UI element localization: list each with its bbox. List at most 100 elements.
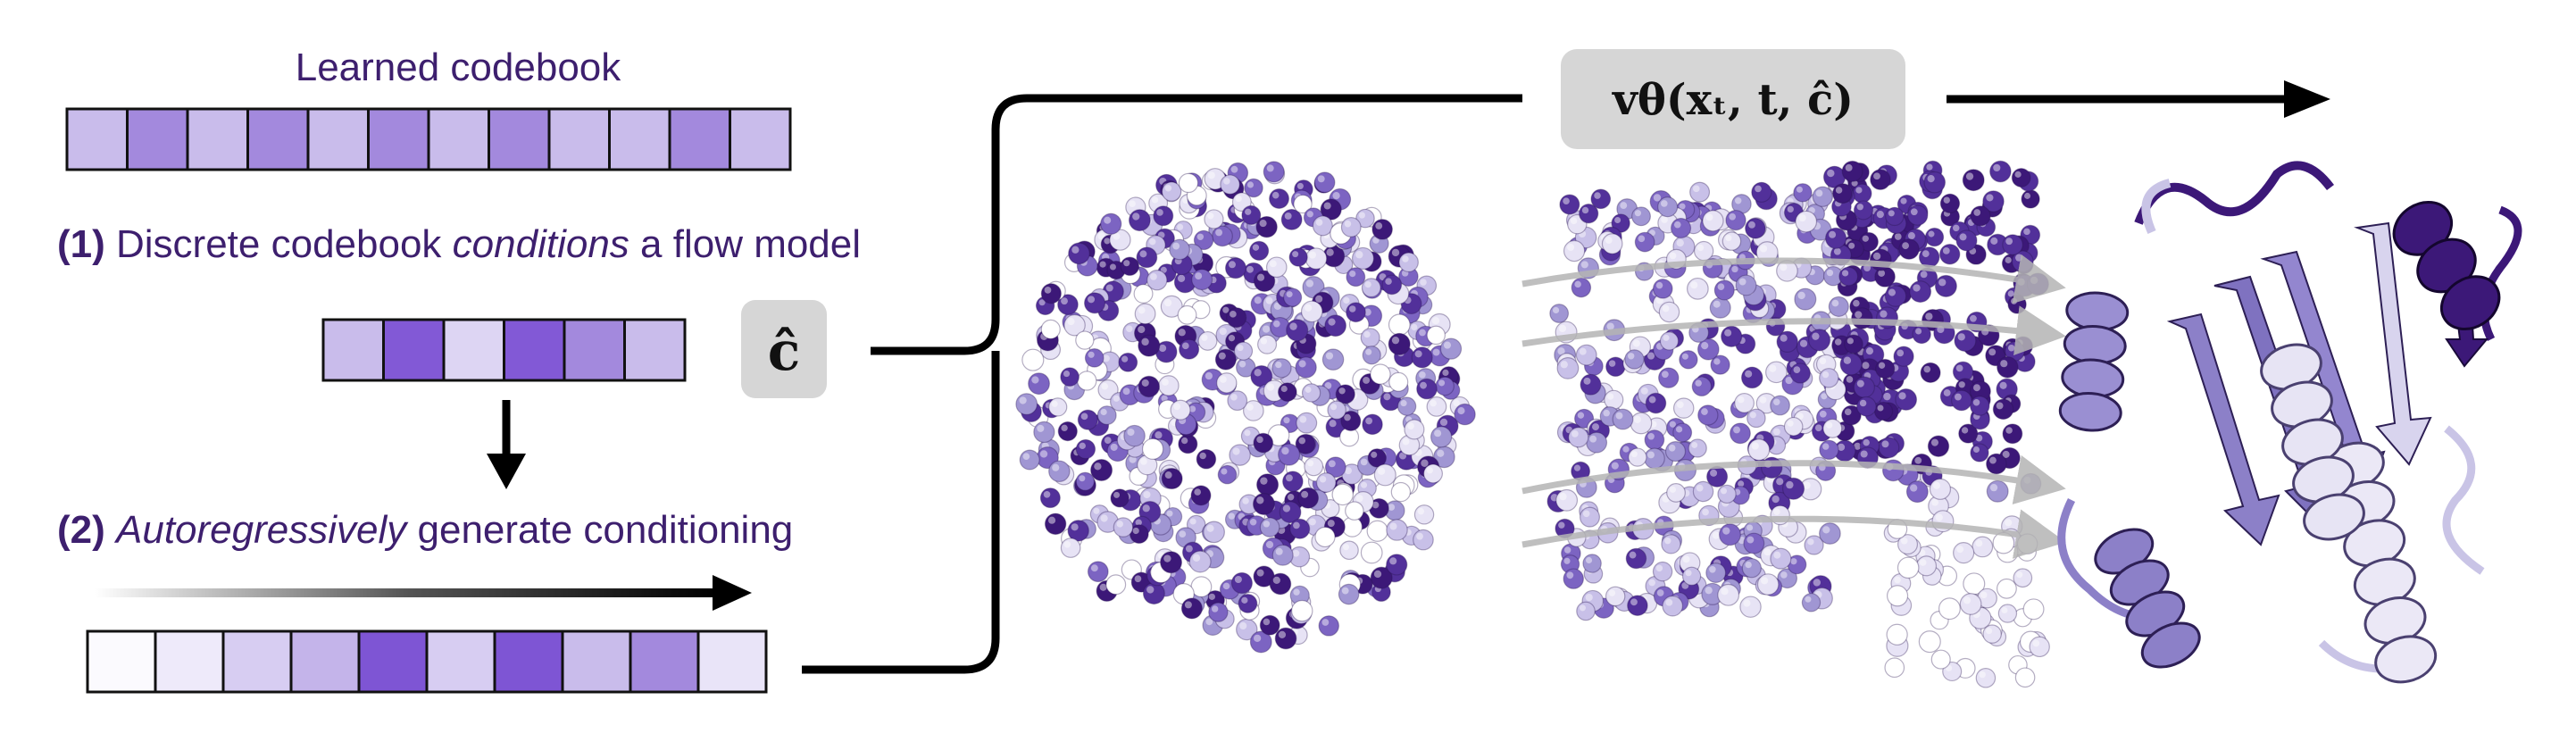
point-highlight: [1583, 377, 1591, 385]
point-highlight: [1856, 379, 1864, 388]
point-icon: [1828, 296, 1849, 317]
codebook-cell: [547, 107, 611, 171]
point-highlight: [1438, 379, 1446, 387]
point-icon: [1259, 614, 1280, 636]
point-icon: [1190, 485, 1212, 506]
point-icon: [1688, 438, 1707, 458]
point-highlight: [1211, 605, 1219, 612]
point-highlight: [1890, 588, 1898, 596]
point-highlight: [2011, 658, 2018, 665]
codebook-cell: [186, 107, 249, 171]
point-highlight: [1407, 422, 1414, 429]
point-highlight: [1664, 538, 1671, 545]
point-highlight: [1363, 308, 1371, 316]
point-highlight: [1662, 304, 1670, 312]
point-highlight: [1080, 412, 1088, 421]
point-icon: [1745, 217, 1766, 239]
point-icon: [1340, 217, 1362, 238]
point-highlight: [1253, 634, 1262, 642]
point-highlight: [1327, 520, 1335, 528]
point-highlight: [1769, 364, 1777, 372]
point-icon: [1220, 174, 1240, 195]
point-icon: [1274, 627, 1297, 650]
point-highlight: [1945, 664, 1953, 671]
point-highlight: [1713, 358, 1721, 365]
point-icon: [1057, 421, 1078, 442]
point-highlight: [1254, 296, 1262, 304]
point-icon: [1371, 219, 1393, 240]
point-highlight: [1047, 516, 1056, 524]
point-icon: [1305, 247, 1328, 270]
point-highlight: [1324, 381, 1332, 389]
point-highlight: [1888, 661, 1895, 668]
point-highlight: [1872, 252, 1881, 261]
point-icon: [1549, 304, 1570, 323]
point-icon: [1256, 473, 1280, 496]
point-highlight: [1383, 393, 1391, 401]
codebook-cell: [561, 629, 632, 694]
point-highlight: [1265, 296, 1273, 304]
point-highlight: [1966, 576, 1974, 584]
point-icon: [1878, 437, 1900, 459]
point-highlight: [1560, 361, 1568, 369]
point-highlight: [1996, 402, 2004, 410]
point-icon: [1839, 353, 1863, 376]
point-icon: [1288, 247, 1308, 267]
codebook-cell: [563, 318, 626, 382]
point-highlight: [1894, 233, 1902, 240]
point-icon: [1812, 186, 1833, 207]
point-icon: [1381, 274, 1403, 296]
point-highlight: [2005, 256, 2012, 263]
point-icon: [1605, 356, 1626, 378]
point-highlight: [1573, 464, 1581, 471]
point-highlight: [1798, 213, 1806, 222]
point-highlight: [1163, 554, 1171, 562]
point-highlight: [1745, 370, 1753, 378]
point-highlight: [1099, 583, 1107, 591]
point-icon: [1713, 279, 1735, 301]
point-highlight: [1194, 579, 1202, 588]
point-icon: [2029, 636, 2050, 658]
point-icon: [1630, 412, 1653, 435]
point-highlight: [1173, 403, 1181, 411]
point-highlight: [1822, 371, 1830, 379]
helix-turn: [2058, 392, 2122, 432]
point-highlight: [1883, 392, 1891, 401]
point-highlight: [1668, 444, 1676, 452]
point-icon: [1580, 373, 1602, 396]
codebook-cell: [608, 107, 671, 171]
point-highlight: [1179, 530, 1187, 538]
point-icon: [1855, 396, 1877, 417]
point-icon: [1819, 522, 1841, 545]
point-icon: [1203, 521, 1225, 544]
step1-text-emph: conditions: [453, 222, 629, 266]
point-icon: [1133, 284, 1154, 304]
point-highlight: [1194, 303, 1201, 310]
point-icon: [1590, 188, 1612, 210]
point-icon: [1705, 562, 1727, 584]
point-icon: [2014, 667, 2036, 688]
point-icon: [1975, 668, 1997, 688]
point-icon: [1693, 240, 1714, 262]
point-highlight: [1761, 577, 1769, 585]
codebook-cell: [427, 107, 490, 171]
point-highlight: [1585, 593, 1593, 602]
point-highlight: [1402, 438, 1410, 446]
point-icon: [1244, 178, 1263, 198]
point-highlight: [1426, 467, 1433, 474]
point-highlight: [1142, 504, 1150, 512]
point-icon: [1060, 538, 1081, 558]
point-highlight: [1105, 284, 1113, 292]
point-icon: [1664, 441, 1687, 462]
point-highlight: [1411, 323, 1418, 331]
point-highlight: [1805, 596, 1812, 603]
point-icon: [2007, 295, 2027, 314]
point-highlight: [1110, 443, 1118, 451]
point-highlight: [1230, 311, 1237, 318]
point-highlight: [1282, 504, 1291, 512]
point-icon: [1718, 523, 1741, 546]
point-highlight: [1878, 270, 1886, 277]
point-highlight: [1900, 537, 1908, 545]
point-highlight: [1676, 401, 1684, 409]
point-highlight: [1178, 329, 1186, 337]
